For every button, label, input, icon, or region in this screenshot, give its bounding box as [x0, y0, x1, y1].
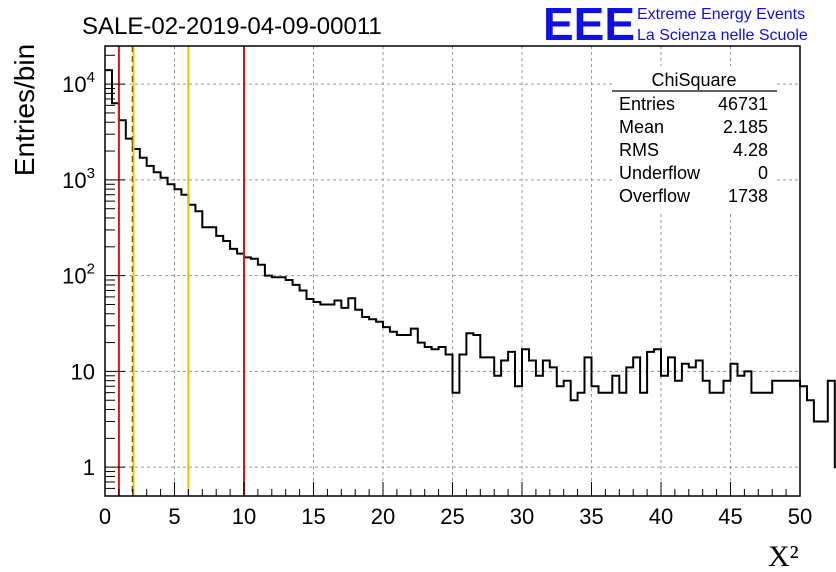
y-tick-exponent: 2	[87, 261, 95, 278]
y-tick-label: 103	[62, 165, 95, 193]
threshold-lines	[117, 46, 245, 496]
y-tick-label: 102	[62, 261, 95, 289]
axis-ticks	[104, 54, 801, 497]
x-tick-label: 40	[649, 504, 673, 529]
stats-underflow-label: Underflow	[619, 163, 701, 183]
histogram-series	[105, 69, 836, 469]
x-tick-labels: 0 5 10 15 20 25 30 35 40 45 50	[99, 504, 812, 529]
y-tick-labels: 1 10 102 103 104	[62, 69, 95, 480]
x-tick-label: 0	[99, 504, 111, 529]
stats-mean-value: 2.185	[723, 117, 768, 137]
y-tick-label: 10	[71, 359, 95, 384]
eee-logo-mark: EEE	[543, 0, 635, 50]
stats-rms-label: RMS	[619, 140, 659, 160]
x-tick-label: 35	[579, 504, 603, 529]
stats-overflow-value: 1738	[728, 186, 768, 206]
y-tick-label: 104	[62, 69, 95, 97]
stats-rms-value: 4.28	[733, 140, 768, 160]
stats-overflow-label: Overflow	[619, 186, 691, 206]
stats-title: ChiSquare	[651, 70, 736, 90]
x-tick-label: 10	[232, 504, 256, 529]
chart-title: SALE-02-2019-04-09-00011	[82, 13, 382, 40]
x-tick-label: 20	[371, 504, 395, 529]
y-tick-label: 1	[83, 455, 95, 480]
x-tick-label: 50	[788, 504, 812, 529]
x-tick-label: 45	[718, 504, 742, 529]
stats-entries-value: 46731	[718, 94, 768, 114]
eee-logo-line2: La Scienza nelle Scuole	[637, 27, 808, 44]
y-axis-label: Entries/bin	[9, 44, 40, 176]
y-tick-exponent: 4	[87, 69, 95, 86]
y-tick-exponent: 3	[87, 165, 95, 182]
x-tick-label: 25	[440, 504, 464, 529]
grid-lines	[105, 46, 800, 496]
stats-mean-label: Mean	[619, 117, 664, 137]
stats-box: ChiSquare Entries 46731 Mean 2.185 RMS 4…	[612, 66, 777, 214]
eee-logo-line1: Extreme Energy Events	[637, 6, 805, 23]
stats-entries-label: Entries	[619, 94, 675, 114]
eee-logo: EEE Extreme Energy Events La Scienza nel…	[543, 0, 808, 50]
x-tick-label: 5	[168, 504, 180, 529]
stats-underflow-value: 0	[758, 163, 768, 183]
x-axis-label: X²	[768, 540, 799, 572]
x-tick-label: 30	[510, 504, 534, 529]
x-tick-label: 15	[301, 504, 325, 529]
